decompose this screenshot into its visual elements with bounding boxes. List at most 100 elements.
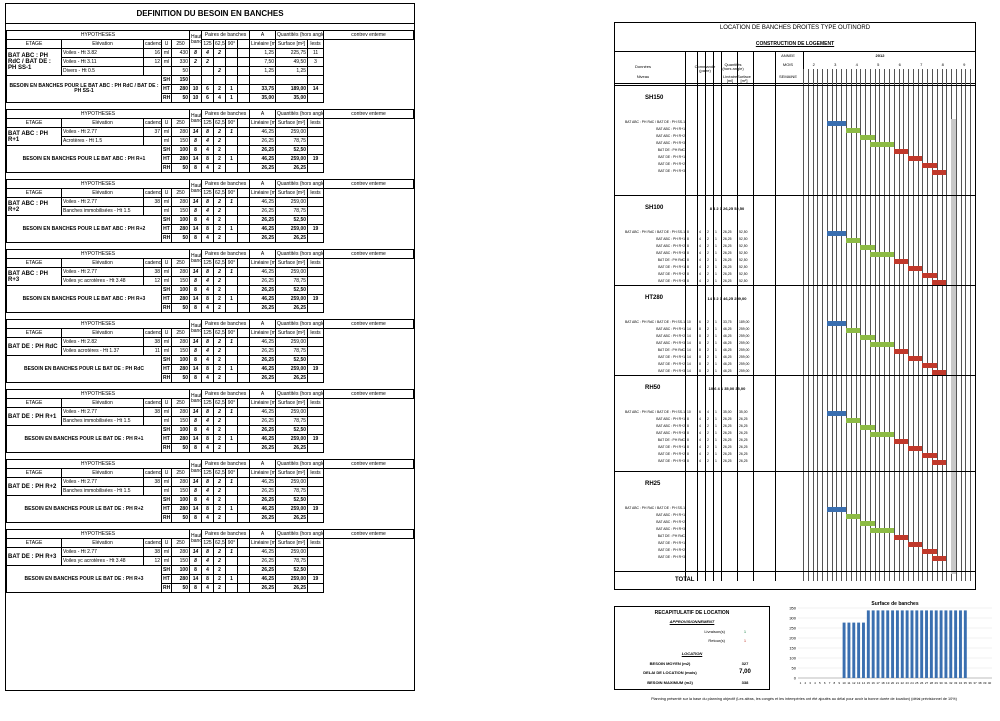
sum-ce xyxy=(307,75,325,85)
sum-t: SH xyxy=(161,285,172,295)
x-tick-label: 21 xyxy=(896,681,900,685)
chart-bar xyxy=(876,610,880,678)
cell-ce xyxy=(307,346,325,356)
lests-header: lests xyxy=(307,188,325,198)
planning-row-label: BAT ABC : PH RdC / BAT DE : PH SS-1 xyxy=(624,120,685,124)
planning-value: 2 xyxy=(707,327,709,331)
planning-value: 52,50 xyxy=(739,251,748,255)
table-row: Voiles acrotères - Ht 1.37 11 ml 150 8 4 2 26,2… xyxy=(7,346,414,356)
besoin-label: BESOIN EN BANCHES POUR LE BAT DE : PH R+… xyxy=(6,425,162,453)
planning-bar xyxy=(908,156,923,161)
sum-d xyxy=(225,145,238,155)
planning-value: 8 xyxy=(699,341,701,345)
planning-value: 46,25 xyxy=(723,369,732,373)
cell-b: 8 xyxy=(201,127,214,137)
semaine-header: SEMAINE xyxy=(778,74,797,79)
x-tick-label: 25 xyxy=(915,681,919,685)
x-tick-label: 17 xyxy=(876,681,880,685)
sum-t: HT xyxy=(161,434,172,444)
cell-cad: 38 xyxy=(143,197,162,207)
donnees-header: Données xyxy=(634,64,651,69)
cell-d xyxy=(225,57,238,67)
sum-b: 8 xyxy=(201,154,214,164)
planning-value: 259,00 xyxy=(739,362,750,366)
chart-bar xyxy=(857,622,861,678)
sum-c: 2 xyxy=(213,443,226,453)
planning-value: 4 xyxy=(699,258,701,262)
cell-h: 150 xyxy=(171,416,190,426)
table-row: Divers - Ht 0.5 50 2 1,25 1,25 xyxy=(7,66,414,76)
planning-value: 1 xyxy=(715,265,717,269)
planning-value: 14 xyxy=(687,327,691,331)
x-tick-label: 14 xyxy=(862,681,866,685)
y-tick-label: 200 xyxy=(789,636,796,641)
sum-ce xyxy=(307,215,325,225)
lin-header: Linéaire [ml] xyxy=(723,74,738,83)
planning-value: 1 xyxy=(715,251,717,255)
contrev-header: contrev entemе xyxy=(323,249,414,259)
lests-header: lests xyxy=(307,538,325,548)
planning-value: 26,25 xyxy=(723,237,732,241)
planning-value: 1 xyxy=(715,417,717,421)
cell-h: 280 xyxy=(171,127,190,137)
sum-lin: 26,25 xyxy=(249,583,277,593)
planning-row-label: BAT ABC : PH R+3 xyxy=(656,251,685,255)
x-tick-label: 30 xyxy=(939,681,943,685)
planning-row-label: BAT DE : PH R+1 xyxy=(658,355,685,359)
sum-d xyxy=(225,75,238,85)
sum-t: SH xyxy=(161,215,172,225)
hauteur-header: Hauteur banches xyxy=(189,319,202,338)
sum-d xyxy=(225,303,238,313)
sum-e xyxy=(236,434,251,444)
cell-ce xyxy=(307,197,325,207)
planning-value: 2 xyxy=(707,341,709,345)
sum-ce: 19 xyxy=(307,574,325,584)
cell-c: 2 xyxy=(213,486,226,496)
cell-b: 4 xyxy=(201,276,214,286)
cell-a: 14 xyxy=(189,547,202,557)
planning-value: 1 xyxy=(715,445,717,449)
besoin-table: HYPOTHESESHauteur banchesPaires de banch… xyxy=(6,319,414,383)
sum-b: 8 xyxy=(201,434,214,444)
planning-value: 1 xyxy=(715,348,717,352)
cell-cad: 38 xyxy=(143,547,162,557)
c125-header: 125 xyxy=(201,118,214,128)
planning-row-label: BAT ABC : PH R+2 xyxy=(656,424,685,428)
sum-ce xyxy=(307,565,325,575)
planning-value: 2 xyxy=(707,355,709,359)
cell-cad: 38 xyxy=(143,477,162,487)
c625-header: 62,5 xyxy=(213,468,226,478)
sum-lin: 46,25 xyxy=(249,434,277,444)
x-tick-label: 20 xyxy=(891,681,895,685)
cadence-header: cadence xyxy=(143,39,162,49)
lests-header: lests xyxy=(307,258,325,268)
sum-lin: 46,25 xyxy=(249,154,277,164)
etage-header: ETAGE xyxy=(6,39,62,49)
planning-value: 8 xyxy=(687,272,689,276)
sum-h: 50 xyxy=(171,513,190,523)
planning-value: 1 xyxy=(715,258,717,262)
sum-lin: 26,25 xyxy=(249,285,277,295)
sum-b: 4 xyxy=(201,495,214,505)
c125-header: 125 xyxy=(201,468,214,478)
sum-d xyxy=(225,215,238,225)
x-tick-label: 27 xyxy=(925,681,929,685)
cell-lin: 26,25 xyxy=(249,276,277,286)
planning-value: 8 xyxy=(699,369,701,373)
section-total: 8 4 2 1 26,25 52,50 xyxy=(709,206,745,211)
planning-value: 52,50 xyxy=(739,230,748,234)
grid-line xyxy=(898,69,900,581)
cell-e xyxy=(236,276,251,286)
sum-surf: 259,00 xyxy=(275,224,309,234)
hauteur-header: Hauteur banches xyxy=(189,30,202,49)
elevation-header: Elévation xyxy=(61,328,144,338)
planning-bar xyxy=(869,342,894,347)
planning-value: 35,00 xyxy=(723,410,732,414)
grid-line xyxy=(615,285,975,286)
grid-line xyxy=(705,51,706,581)
u-header: U xyxy=(161,398,172,408)
planning-value: 2 xyxy=(707,431,709,435)
c90-header: 90° xyxy=(225,538,238,548)
a-header: A xyxy=(249,319,277,329)
planning-value: 26,25 xyxy=(723,258,732,262)
